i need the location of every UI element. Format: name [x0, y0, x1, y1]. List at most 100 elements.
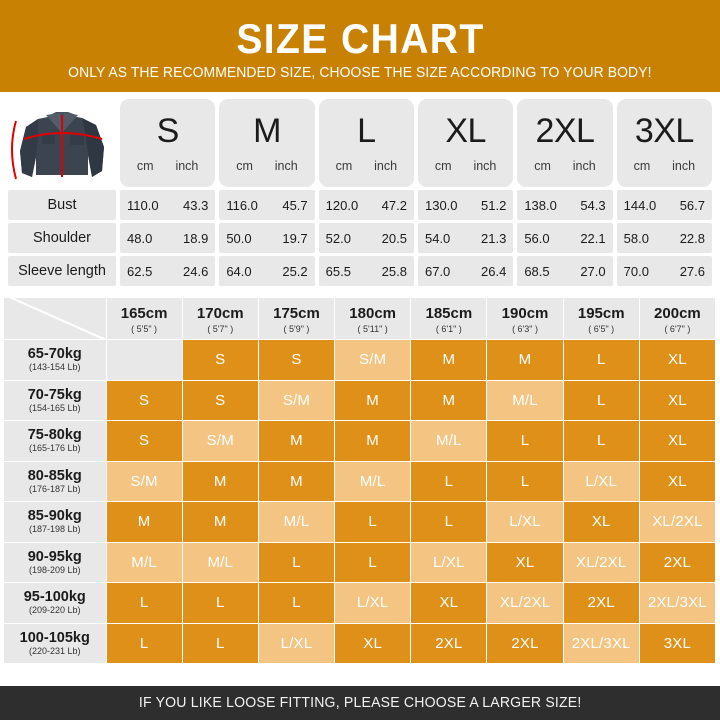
size-label: 3XL	[634, 112, 695, 150]
weight-lb: (220-231 Lb)	[28, 645, 81, 656]
page-header: SIZE CHART ONLY AS THE RECOMMENDED SIZE,…	[0, 0, 720, 92]
matrix-weight-header: 95-100kg (209-220 Lb)	[4, 582, 107, 624]
value-cm: 144.0	[623, 197, 657, 213]
height-feet: ( 6'3" )	[512, 324, 538, 334]
matrix-size-cell: M	[181, 460, 259, 502]
unit-inch-label: inch	[374, 159, 398, 173]
matrix-size-cell: L/XL	[257, 622, 336, 664]
matrix-size-cell: L/XL	[334, 582, 412, 624]
measurement-value-pair: 130.0 51.2	[425, 190, 506, 220]
value-cm: 130.0	[424, 197, 458, 213]
matrix-size-cell: L	[334, 501, 412, 543]
matrix-size-cell: 3XL	[638, 622, 717, 664]
value-cm: 64.0	[226, 263, 252, 279]
size-header-xl: XL cm inch	[417, 99, 514, 187]
height-weight-matrix-section: 165cm( 5'5" ) 170cm( 5'7" ) 175cm( 5'9" ) 1…	[0, 297, 720, 664]
matrix-size-cell: XL/2XL	[486, 582, 564, 624]
matrix-size-cell: L/XL	[486, 501, 564, 543]
matrix-size-cell: S/M	[257, 379, 336, 421]
unit-cm-label: cm	[633, 159, 651, 173]
weight-kg: 75-80kg	[27, 427, 82, 444]
weight-kg: 85-90kg	[27, 508, 82, 525]
matrix-height-header: 185cm ( 6'1" )	[410, 297, 488, 340]
value-cm: 120.0	[325, 197, 359, 213]
height-cm: 185cm	[425, 305, 473, 322]
matrix-size-cell: L	[257, 582, 336, 624]
value-cm: 67.0	[424, 263, 451, 279]
value-inch: 19.7	[282, 230, 308, 246]
weight-kg: 95-100kg	[23, 589, 86, 606]
matrix-size-cell: XL	[638, 460, 717, 502]
height-cm: 165cm	[120, 305, 168, 322]
height-feet: ( 5'11" )	[357, 324, 388, 334]
matrix-row: 100-105kg (220-231 Lb) L L L/XL XL 2XL 2XL 2XL/3…	[4, 622, 717, 664]
page-title: SIZE CHART	[235, 14, 485, 62]
matrix-row: 95-100kg (209-220 Lb) L L L L/XL XL XL/2XL 2XL 2X…	[4, 582, 717, 624]
measurement-value-pair: 65.5 25.8	[326, 256, 407, 286]
measurement-value-pair: 56.0 22.1	[524, 223, 605, 253]
matrix-row: 70-75kg (154-165 Lb) S S S/M M M M/L L XL	[4, 379, 717, 421]
value-inch: 54.3	[580, 197, 606, 213]
measurement-value-cell: 48.0 18.9	[120, 223, 216, 253]
weight-lb: (209-220 Lb)	[28, 605, 81, 616]
unit-cm-label: cm	[534, 159, 551, 173]
value-inch: 25.8	[381, 263, 407, 279]
matrix-size-cell: M	[486, 339, 564, 381]
measurement-value-pair: 116.0 45.7	[226, 190, 307, 220]
height-feet: ( 5'9" )	[283, 324, 310, 334]
matrix-weight-header: 65-70kg (143-154 Lb)	[4, 339, 107, 381]
weight-kg: 80-85kg	[27, 467, 82, 484]
matrix-size-cell: M	[334, 379, 412, 421]
value-inch: 56.7	[679, 197, 705, 213]
height-cm: 195cm	[577, 305, 625, 322]
measurement-value-cell: 67.0 26.4	[417, 256, 514, 286]
page-footer: IF YOU LIKE LOOSE FITTING, PLEASE CHOOSE…	[0, 686, 720, 720]
measurement-value-pair: 52.0 20.5	[326, 223, 407, 253]
height-cm: 175cm	[273, 305, 320, 322]
value-cm: 65.5	[325, 263, 351, 279]
value-cm: 68.5	[524, 263, 550, 279]
matrix-height-header: 165cm ( 5'5" )	[105, 297, 183, 340]
value-cm: 62.5	[127, 263, 153, 279]
height-weight-matrix: 165cm( 5'5" ) 170cm( 5'7" ) 175cm( 5'9" ) 1…	[4, 297, 717, 664]
measurement-row-label: Sleeve length	[8, 256, 116, 286]
matrix-size-cell: M	[410, 339, 488, 381]
measurement-value-pair: 68.5 27.0	[524, 256, 605, 286]
matrix-row: 85-90kg (187-198 Lb) M M M/L L L L/XL XL XL/2XL	[4, 501, 717, 543]
matrix-size-cell: S/M	[334, 339, 412, 381]
measurement-value-cell: 120.0 47.2	[318, 190, 414, 220]
unit-row: cm inch	[617, 159, 712, 173]
unit-inch-label: inch	[572, 159, 596, 173]
measurement-value-cell: 62.5 24.6	[120, 256, 216, 286]
measurement-value-pair: 62.5 24.6	[127, 256, 208, 286]
matrix-size-cell: S	[181, 379, 259, 421]
value-cm: 138.0	[524, 197, 557, 213]
matrix-size-cell: 2XL	[562, 582, 640, 624]
weight-lb: (187-198 Lb)	[28, 524, 81, 535]
size-label: L	[357, 112, 376, 150]
matrix-size-cell: S	[105, 420, 183, 462]
unit-row: cm inch	[418, 159, 513, 173]
value-inch: 24.6	[183, 263, 209, 279]
measurement-value-pair: 48.0 18.9	[127, 223, 208, 253]
matrix-row: 90-95kg (198-209 Lb) M/L M/L L L L/XL XL XL/2XL 2…	[4, 541, 717, 583]
value-cm: 54.0	[424, 230, 451, 246]
measurement-value-cell: 58.0 22.8	[616, 223, 712, 253]
matrix-size-cell: S	[105, 379, 183, 421]
weight-kg: 90-95kg	[27, 548, 82, 565]
matrix-row: 65-70kg (143-154 Lb) S S S/M M M L XL	[4, 339, 717, 381]
weight-lb: (165-176 Lb)	[28, 443, 81, 454]
measurement-value-pair: 54.0 21.3	[425, 223, 506, 253]
height-feet: ( 5'7" )	[207, 324, 234, 334]
weight-kg: 100-105kg	[19, 629, 90, 646]
value-cm: 50.0	[226, 230, 252, 246]
matrix-height-header: 200cm ( 6'7" )	[638, 297, 717, 340]
matrix-size-cell: 2XL	[638, 541, 717, 583]
matrix-size-cell: L/XL	[562, 460, 640, 502]
matrix-height-header: 175cm ( 5'9" )	[257, 297, 336, 340]
weight-lb: (143-154 Lb)	[28, 362, 81, 373]
value-inch: 26.4	[481, 263, 507, 279]
matrix-weight-header: 90-95kg (198-209 Lb)	[4, 541, 107, 583]
